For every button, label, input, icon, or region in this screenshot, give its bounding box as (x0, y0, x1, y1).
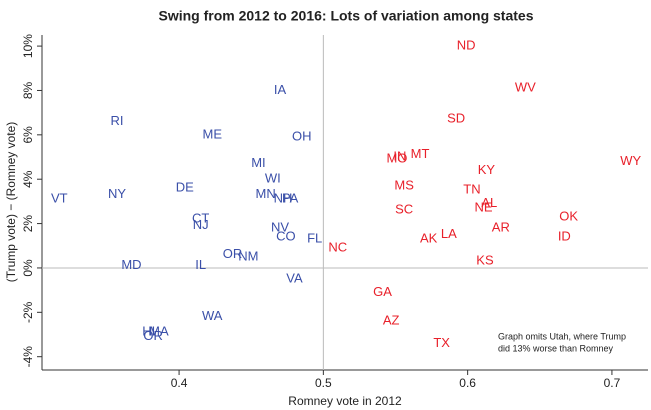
point-label: HI (142, 324, 155, 339)
point-label: ME (203, 126, 223, 141)
point-label: ID (558, 228, 571, 243)
point-label: WA (202, 308, 223, 323)
point-label: SD (447, 111, 465, 126)
point-label: OR (223, 246, 243, 261)
y-axis-label: (Trump vote) − (Romney vote) (4, 122, 18, 283)
x-tick-label: 0.5 (315, 376, 332, 390)
annotation: did 13% worse than Romney (498, 343, 614, 353)
y-tick-label: 4% (21, 170, 35, 188)
point-label: NV (271, 219, 289, 234)
x-tick-label: 0.7 (604, 376, 621, 390)
point-label: MS (394, 177, 414, 192)
y-tick-label: 0% (21, 259, 35, 277)
point-label: MT (411, 146, 430, 161)
y-tick-label: 2% (21, 215, 35, 233)
point-label: MD (121, 257, 141, 272)
y-tick-label: -2% (21, 301, 35, 323)
point-label: VA (286, 270, 303, 285)
point-label: NJ (193, 217, 209, 232)
point-label: NM (238, 248, 258, 263)
point-label: NC (328, 239, 347, 254)
point-label: LA (441, 226, 457, 241)
point-label: IL (195, 257, 206, 272)
point-label: TX (433, 335, 450, 350)
point-label: OR (143, 328, 163, 343)
point-label: GA (373, 284, 392, 299)
point-label: AK (420, 231, 438, 246)
point-label: AR (492, 219, 510, 234)
y-tick-label: 10% (21, 34, 35, 58)
point-label: OH (292, 128, 312, 143)
y-tick-label: 6% (21, 126, 35, 144)
annotation: Graph omits Utah, where Trump (498, 331, 626, 341)
point-label: RI (111, 113, 124, 128)
point-label: AZ (383, 313, 400, 328)
y-tick-label: 8% (21, 81, 35, 99)
point-label: MI (251, 155, 265, 170)
point-label: MN (256, 186, 276, 201)
x-tick-label: 0.4 (171, 376, 188, 390)
point-label: IA (274, 82, 287, 97)
x-axis-label: Romney vote in 2012 (288, 394, 402, 408)
point-label: MA (149, 324, 169, 339)
point-label: SC (395, 202, 413, 217)
point-label: PA (282, 191, 299, 206)
x-tick-label: 0.6 (459, 376, 476, 390)
point-label: NH (274, 191, 293, 206)
point-label: WI (265, 171, 281, 186)
y-tick-label: -4% (21, 346, 35, 368)
point-label: KY (478, 162, 496, 177)
point-label: DE (176, 180, 194, 195)
point-label: ND (457, 38, 476, 53)
point-label: CT (192, 211, 209, 226)
point-label: VT (51, 191, 68, 206)
point-label: CO (276, 228, 296, 243)
point-label: MO (386, 151, 407, 166)
point-label: WY (620, 153, 641, 168)
point-label: IN (393, 148, 406, 163)
point-label: NY (108, 186, 126, 201)
point-label: KS (476, 253, 494, 268)
point-label: TN (463, 182, 480, 197)
point-label: FL (307, 231, 322, 246)
point-label: AL (481, 195, 497, 210)
point-label: NE (474, 199, 492, 214)
point-label: OK (559, 208, 578, 223)
chart-title: Swing from 2012 to 2016: Lots of variati… (159, 8, 534, 24)
point-label: WV (515, 80, 536, 95)
